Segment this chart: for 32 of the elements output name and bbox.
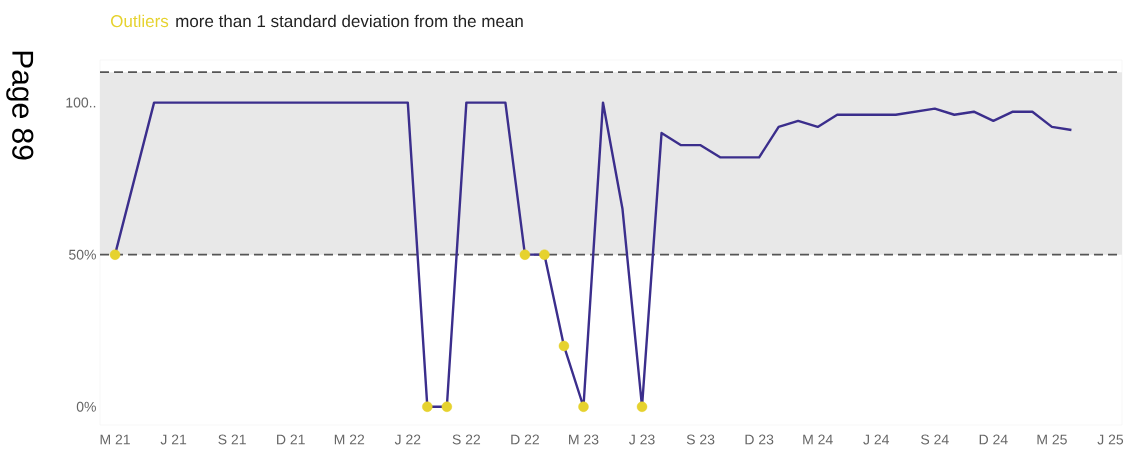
point <box>422 401 433 412</box>
point <box>109 249 121 260</box>
x-tick-label: J 23 <box>629 434 655 445</box>
point <box>539 249 550 260</box>
point <box>558 340 570 352</box>
y-tick-label: 50% <box>69 249 96 260</box>
point <box>519 249 531 260</box>
x-tick-label: M 23 <box>569 434 599 445</box>
x-tick-label: J 21 <box>160 434 187 445</box>
x-tick-label: J 25 <box>1097 434 1124 445</box>
x-tick-label: S 21 <box>218 434 246 445</box>
x-tick-label: M 25 <box>1037 434 1067 445</box>
point <box>441 401 453 412</box>
y-tick-label: 0% <box>76 401 96 412</box>
point <box>578 401 589 412</box>
x-tick-label: J 24 <box>863 434 890 445</box>
x-tick-label: D 24 <box>979 434 1008 445</box>
x-tick-label: M 22 <box>334 434 365 445</box>
text: Page 89 <box>6 51 34 160</box>
x-tick-label: D 23 <box>745 434 774 445</box>
x-tick-label: D 21 <box>277 434 305 445</box>
x-tick-label: M 24 <box>803 434 833 445</box>
text: Outliers <box>111 14 169 28</box>
chart-title: more than 1 standard deviation from the mean <box>176 14 523 28</box>
y-tick-label: 100.. <box>66 97 96 108</box>
x-tick-label: D 22 <box>511 434 539 445</box>
x-tick-label: S 24 <box>921 434 949 445</box>
x-tick-label: S 23 <box>686 434 715 445</box>
x-tick-label: J 22 <box>394 434 421 445</box>
x-tick-label: S 22 <box>452 434 481 445</box>
point <box>636 401 648 412</box>
x-tick-label: M 21 <box>100 434 130 445</box>
